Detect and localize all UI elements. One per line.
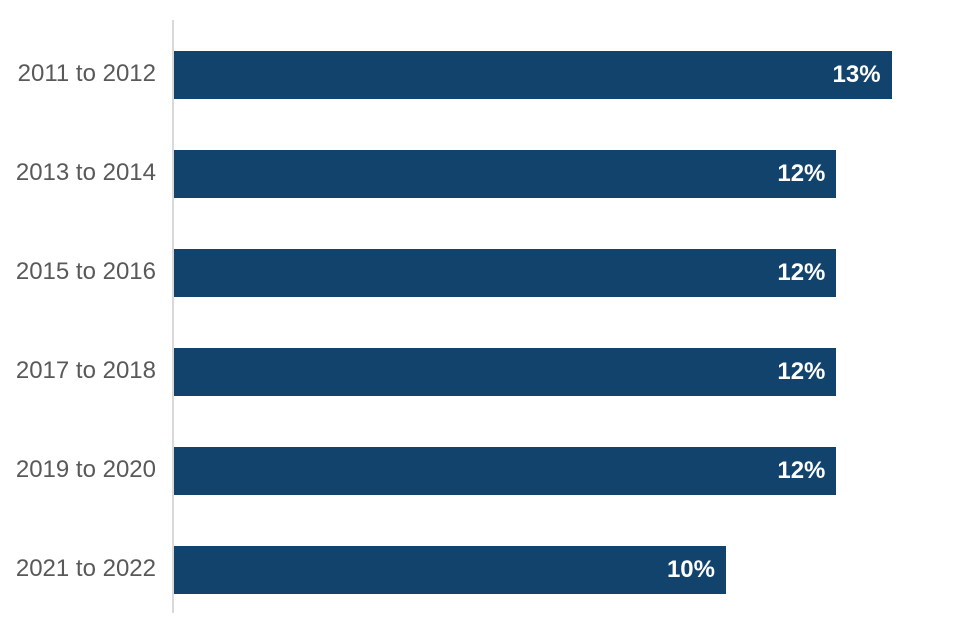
chart-rows: 2011 to 2012 13% 2013 to 2014 12% 2015 to 20… [0, 25, 960, 619]
bar-row: 2013 to 2014 12% [0, 124, 960, 223]
bar-row: 2021 to 2022 10% [0, 520, 960, 619]
bar: 12% [174, 347, 837, 396]
bar: 12% [174, 248, 837, 297]
value-label: 13% [832, 60, 881, 88]
value-label: 12% [777, 258, 826, 286]
bar-row: 2017 to 2018 12% [0, 322, 960, 421]
category-label: 2011 to 2012 [17, 60, 156, 88]
y-axis-line [172, 20, 174, 613]
bar: 13% [174, 50, 892, 99]
bar: 10% [174, 545, 726, 594]
bar-row: 2019 to 2020 12% [0, 421, 960, 520]
value-label: 12% [777, 456, 826, 484]
value-label: 10% [666, 555, 715, 583]
category-label: 2019 to 2020 [15, 456, 156, 484]
bar: 12% [174, 446, 837, 495]
category-label: 2013 to 2014 [15, 159, 156, 187]
category-label: 2015 to 2016 [15, 258, 156, 286]
bar-row: 2015 to 2016 12% [0, 223, 960, 322]
value-label: 12% [777, 357, 826, 385]
bar-row: 2011 to 2012 13% [0, 25, 960, 124]
category-label: 2017 to 2018 [15, 357, 156, 385]
bar: 12% [174, 149, 837, 198]
category-label: 2021 to 2022 [15, 555, 156, 583]
value-label: 12% [777, 159, 826, 187]
